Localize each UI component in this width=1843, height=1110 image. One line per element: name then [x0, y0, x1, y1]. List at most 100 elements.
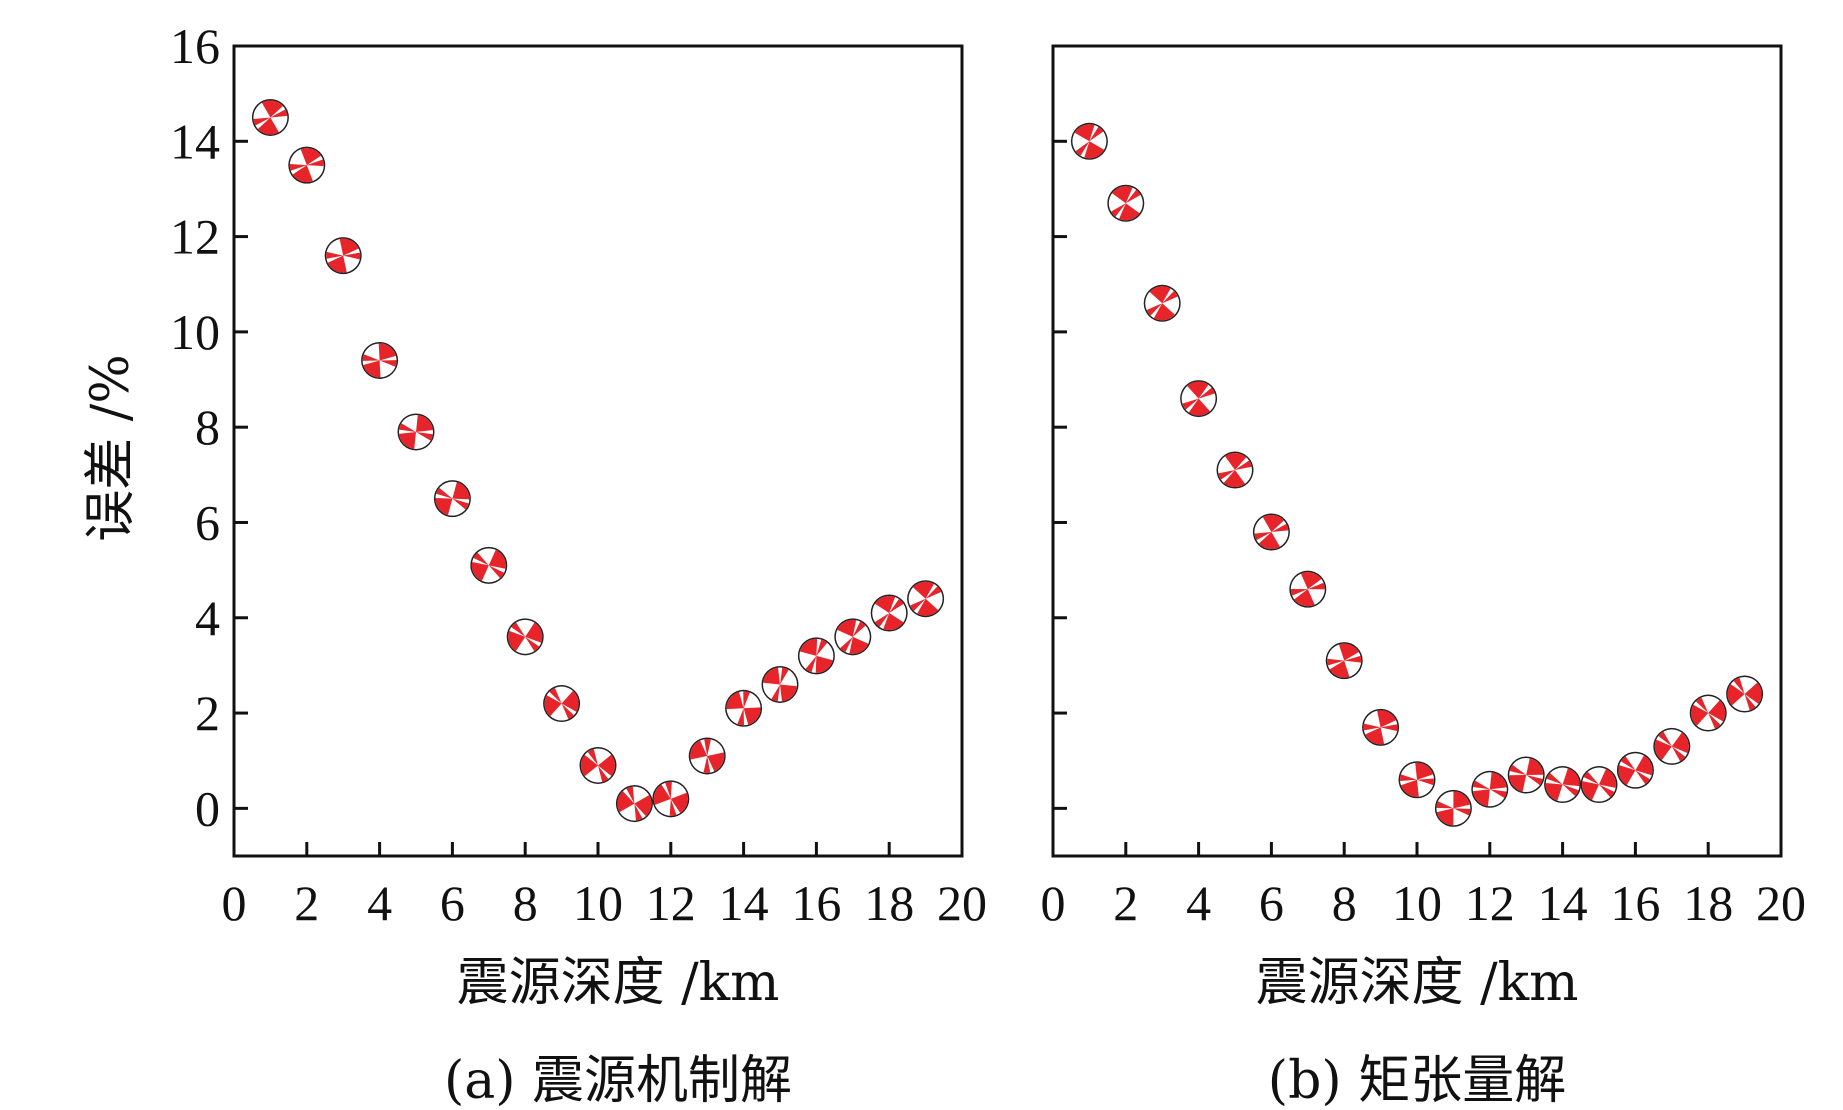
data-point-quadrant [626, 786, 635, 804]
data-point-quadrant [1744, 682, 1762, 704]
data-point-quadrant [1182, 398, 1199, 410]
data-point-quadrant [253, 117, 271, 126]
panel-caption: (a) 震源机制解 [444, 1051, 792, 1110]
data-point-quadrant [1300, 572, 1322, 590]
data-point-quadrant [1329, 660, 1350, 678]
data-point-quadrant [889, 599, 904, 613]
data-point-quadrant [1599, 768, 1617, 788]
data-point-quadrant [549, 687, 562, 704]
x-tick-label: 4 [367, 875, 392, 931]
data-point-quadrant [1125, 189, 1141, 204]
data-point-quadrant [1727, 684, 1745, 706]
data-point-quadrant [561, 690, 579, 712]
x-tick-label: 10 [573, 875, 623, 931]
x-tick-label: 10 [1392, 875, 1442, 931]
data-point-quadrant [737, 708, 744, 726]
data-point-quadrant [270, 109, 288, 118]
data-point [1434, 789, 1472, 827]
data-point-quadrant [488, 565, 505, 579]
data-point-quadrant [1075, 141, 1090, 156]
data-point-quadrant [1620, 756, 1636, 771]
data-point [1580, 766, 1618, 804]
x-tick-label: 16 [1610, 875, 1660, 931]
data-point-quadrant [1149, 286, 1171, 304]
y-tick-label: 12 [170, 209, 220, 265]
data-point [1471, 770, 1509, 808]
data-point-quadrant [1635, 755, 1653, 776]
data-point [1325, 642, 1363, 680]
data-point [907, 580, 945, 618]
data-point [1653, 727, 1691, 765]
data-point [1216, 451, 1254, 489]
data-point-quadrant [1146, 303, 1163, 316]
y-tick-label: 16 [170, 18, 220, 74]
data-point-quadrant [1695, 697, 1709, 714]
data-point-quadrant [669, 798, 677, 816]
x-axis-title: 震源深度 /km [457, 953, 780, 1013]
x-tick-label: 6 [1259, 875, 1284, 931]
data-point-quadrant [1654, 739, 1672, 761]
x-tick-label: 2 [294, 875, 319, 931]
data-point [1107, 184, 1145, 222]
data-point [324, 237, 362, 275]
data-point-quadrant [1307, 582, 1325, 590]
x-tick-label: 16 [791, 875, 841, 931]
data-point [1616, 751, 1654, 789]
data-point-quadrant [343, 252, 361, 260]
data-point-quadrant [1084, 141, 1105, 159]
data-point [725, 689, 763, 727]
data-point-quadrant [617, 791, 635, 813]
data-point-quadrant [1198, 387, 1215, 399]
x-axis-title: 震源深度 /km [1256, 953, 1579, 1013]
data-point [761, 665, 799, 703]
data-point-quadrant [849, 636, 869, 654]
data-point-quadrant [379, 360, 397, 367]
data-point [797, 637, 835, 675]
data-point-quadrant [780, 684, 797, 702]
data-point-quadrant [763, 667, 780, 685]
data-point-quadrant [436, 487, 453, 499]
data-point-quadrant [703, 755, 711, 773]
data-point-quadrant [1545, 782, 1563, 801]
data-point-quadrant [1708, 700, 1726, 722]
data-point-quadrant [1400, 779, 1419, 797]
data-point-quadrant [1110, 203, 1126, 217]
data-point-quadrant [452, 498, 469, 510]
data-point-quadrant [1153, 303, 1175, 321]
data-point [397, 413, 435, 451]
data-point [1398, 761, 1436, 799]
data-point-quadrant [300, 148, 321, 166]
y-tick-label: 2 [195, 685, 220, 741]
x-tick-label: 6 [440, 875, 465, 931]
data-point-quadrant [261, 100, 283, 118]
data-point-quadrant [1377, 710, 1397, 728]
data-point-quadrant [690, 740, 708, 760]
data-point-quadrant [1400, 774, 1417, 782]
data-point-quadrant [1162, 290, 1178, 304]
data-point-quadrant [1254, 532, 1272, 541]
data-point [1362, 708, 1400, 746]
y-axis-title: 误差 /% [81, 354, 141, 541]
x-tick-label: 12 [646, 875, 696, 931]
data-point-quadrant [525, 636, 540, 652]
x-tick-label: 20 [1756, 875, 1806, 931]
data-point-quadrant [326, 251, 344, 259]
data-point-quadrant [471, 562, 489, 581]
data-point-quadrant [435, 497, 453, 516]
data-point [1544, 766, 1582, 804]
data-point-quadrant [1363, 723, 1381, 731]
data-point [1180, 380, 1218, 418]
data-point-quadrant [910, 598, 926, 612]
data-point-quadrant [378, 343, 396, 361]
data-point-quadrant [1599, 784, 1615, 798]
panel-b: 0 2 4 6 8 10 12 14 16 18 20 震源深度 /km (b) 矩张量解 [1041, 44, 1806, 1110]
data-point-quadrant [581, 754, 598, 777]
data-point-quadrant [1583, 771, 1599, 785]
y-tick-label: 14 [170, 113, 220, 169]
data-point-quadrant [473, 552, 489, 566]
data-point-quadrant [771, 684, 780, 702]
data-point [251, 98, 289, 136]
data-point-quadrant [874, 595, 896, 613]
data-point-quadrant [452, 482, 470, 500]
